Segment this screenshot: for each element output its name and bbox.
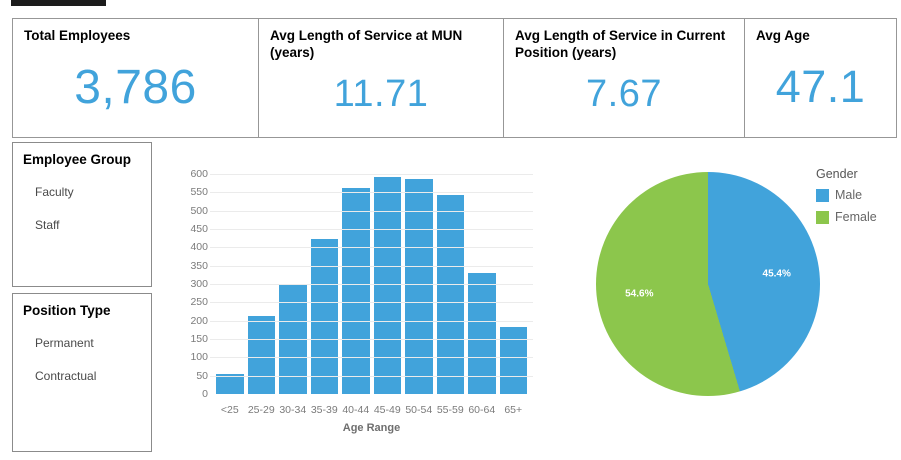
y-tick-label-200: 200 — [190, 314, 208, 327]
x-tick-label-45-49: 45-49 — [373, 404, 401, 416]
y-tick-label-600: 600 — [190, 168, 208, 180]
kpi-value: 7.67 — [586, 72, 662, 115]
legend-item-female[interactable]: Female — [816, 210, 877, 224]
legend-label: Male — [835, 188, 863, 202]
x-tick-label-40-44: 40-44 — [342, 404, 370, 416]
y-tick-label-100: 100 — [190, 351, 208, 364]
legend-item-male[interactable]: Male — [816, 188, 877, 202]
x-axis-title: Age Range — [342, 422, 401, 434]
gridline-400 — [210, 247, 533, 249]
bar-55-59[interactable] — [436, 195, 464, 394]
filter-option-staff[interactable]: Staff — [35, 217, 60, 232]
top-strip — [11, 0, 106, 6]
gender-legend: Gender Male Female — [816, 167, 877, 232]
filter-option-contractual[interactable]: Contractual — [35, 368, 97, 383]
gridline-350 — [210, 265, 533, 267]
legend-label: Female — [835, 210, 877, 224]
filter-title: Employee Group — [23, 152, 132, 167]
gridline-100 — [210, 357, 533, 359]
x-axis-tick-labels: <25 25-29 30-34 35-39 40-44 45-49 50-54 55-59 60… — [210, 404, 533, 416]
gridline-200 — [210, 320, 533, 322]
gridline-150 — [210, 339, 533, 340]
x-tick-label-25-29: 25-29 — [247, 404, 275, 416]
x-tick-label-50-54: 50-54 — [405, 404, 433, 416]
bar-35-39[interactable] — [310, 238, 338, 394]
bar-65+[interactable] — [499, 327, 527, 394]
kpi-value: 11.71 — [333, 72, 429, 115]
gridline-450 — [210, 229, 533, 230]
x-tick-label-60-64: 60-64 — [468, 404, 496, 416]
gridline-500 — [210, 210, 533, 212]
y-tick-label-500: 500 — [190, 204, 208, 217]
kpi-total-employees: Total Employees 3,786 — [13, 19, 258, 137]
y-tick-label-150: 150 — [190, 333, 208, 345]
filter-option-faculty[interactable]: Faculty — [35, 184, 74, 199]
gridline-50 — [210, 375, 533, 377]
x-tick-label-35-39: 35-39 — [310, 404, 338, 416]
legend-title: Gender — [816, 167, 858, 181]
bar-25-29[interactable] — [247, 316, 275, 394]
y-tick-label-400: 400 — [190, 241, 208, 254]
kpi-row: Total Employees 3,786 Avg Length of Serv… — [12, 18, 897, 138]
gender-pie-chart[interactable]: 45.4% 54.6% — [596, 172, 820, 396]
kpi-title: Avg Age — [756, 28, 810, 43]
legend-swatch-male — [816, 188, 829, 202]
pie-label-female: 54.6% — [625, 288, 654, 300]
kpi-title: Total Employees — [24, 28, 131, 43]
bar-<25[interactable] — [216, 373, 244, 394]
pie-label-male: 45.4% — [762, 268, 791, 280]
kpi-value: 47.1 — [775, 60, 866, 112]
bar-40-44[interactable] — [342, 188, 370, 394]
gridline-300 — [210, 284, 533, 285]
kpi-avg-age: Avg Age 47.1 — [744, 19, 896, 137]
kpi-value: 3,786 — [74, 61, 197, 115]
x-tick-label-55-59: 55-59 — [436, 404, 464, 416]
x-tick-label-<25: <25 — [220, 404, 239, 416]
y-tick-label-300: 300 — [190, 278, 208, 290]
y-tick-label-50: 50 — [196, 369, 208, 382]
y-tick-label-350: 350 — [190, 259, 208, 272]
gridline-250 — [210, 302, 533, 304]
x-tick-label-65+: 65+ — [504, 404, 523, 416]
bar-45-49[interactable] — [373, 176, 401, 394]
y-tick-label-250: 250 — [190, 296, 208, 309]
age-range-bar-chart: 0 50 100 150 200 250 300 350 400 450 500 550 600 <25… — [186, 168, 552, 434]
y-tick-label-0: 0 — [202, 388, 208, 400]
kpi-title: Avg Length of Service in Current Positio… — [515, 28, 726, 60]
legend-swatch-female — [816, 210, 829, 224]
bar-60-64[interactable] — [468, 273, 496, 394]
gridline-600 — [210, 174, 533, 175]
bar-chart-plot-area: 0 50 100 150 200 250 300 350 400 450 500 550 600 — [190, 168, 533, 400]
gridline-550 — [210, 192, 533, 194]
filter-position-type: Position Type Permanent Contractual — [12, 293, 152, 452]
y-tick-label-550: 550 — [190, 186, 208, 199]
y-tick-label-450: 450 — [190, 223, 208, 235]
x-tick-label-30-34: 30-34 — [279, 404, 307, 416]
kpi-avg-service-position: Avg Length of Service in Current Positio… — [503, 19, 744, 137]
kpi-title: Avg Length of Service at MUN (years) — [270, 28, 463, 60]
filter-employee-group: Employee Group Faculty Staff — [12, 142, 152, 287]
filter-title: Position Type — [23, 303, 111, 318]
filter-option-permanent[interactable]: Permanent — [35, 335, 94, 350]
kpi-avg-service-mun: Avg Length of Service at MUN (years) 11.… — [258, 19, 503, 137]
